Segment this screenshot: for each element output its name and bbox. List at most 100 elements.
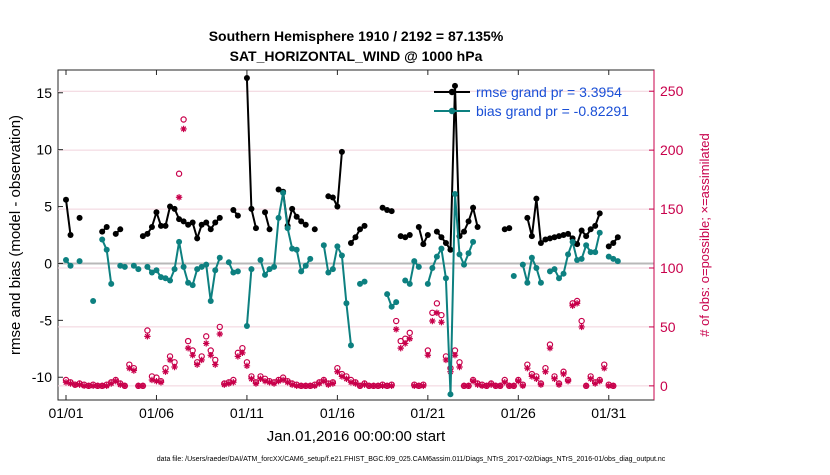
rmse-point	[379, 204, 386, 211]
rmse-point	[551, 234, 558, 241]
obs-assimilated-point	[126, 364, 133, 372]
bias-point	[67, 262, 74, 269]
obs-assimilated-point	[307, 382, 314, 390]
bias-point	[578, 255, 585, 262]
bias-point	[510, 272, 517, 279]
rmse-point	[99, 228, 106, 235]
obs-assimilated-point	[383, 382, 391, 390]
obs-assimilated-point	[533, 375, 540, 382]
obs-assimilated-point	[415, 382, 422, 390]
rmse-point	[311, 226, 318, 233]
rmse-point	[592, 222, 599, 229]
bias-point	[121, 263, 128, 270]
bias-point	[329, 266, 336, 273]
rmse-point	[176, 216, 183, 223]
obs-assimilated-point	[601, 364, 608, 372]
obs-assimilated-point	[257, 375, 264, 382]
bias-point	[203, 261, 210, 268]
obs-possible-point	[578, 317, 585, 325]
bias-point	[302, 262, 309, 269]
obs-assimilated-point	[261, 377, 269, 385]
rmse-point	[212, 219, 219, 226]
obs-assimilated-point	[243, 362, 251, 370]
obs-assimilated-point	[361, 381, 368, 388]
obs-assimilated-point	[546, 344, 554, 352]
bias-point	[587, 249, 594, 256]
y-tick-label-right: 200	[660, 142, 684, 158]
rmse-point	[565, 230, 572, 237]
obs-assimilated-point	[284, 379, 291, 386]
obs-assimilated-point	[135, 382, 142, 390]
obs-assimilated-point	[429, 317, 436, 325]
bias-point	[433, 253, 440, 260]
obs-assimilated-point	[266, 379, 273, 386]
obs-assimilated-point	[288, 381, 296, 388]
obs-assimilated-point	[230, 379, 237, 386]
rmse-point	[424, 232, 431, 238]
rmse-point	[542, 236, 549, 243]
obs-assimilated-point	[433, 309, 441, 316]
obs-assimilated-point	[311, 382, 318, 390]
obs-assimilated-point	[144, 333, 151, 340]
bias-point	[465, 250, 472, 257]
bias-point	[524, 279, 531, 286]
rmse-point	[234, 212, 241, 219]
bias-point	[533, 265, 540, 271]
rmse-point	[352, 234, 359, 241]
obs-assimilated-point	[483, 382, 490, 390]
bias-point	[424, 280, 431, 287]
obs-assimilated-point	[510, 382, 517, 390]
rmse-point	[451, 82, 458, 89]
obs-assimilated-point	[293, 382, 300, 390]
obs-assimilated-point	[374, 382, 382, 390]
rmse-line-segment	[436, 85, 479, 253]
obs-assimilated-point	[564, 377, 572, 385]
bias-point	[605, 253, 612, 260]
rmse-point	[185, 221, 192, 228]
rmse-point	[103, 224, 110, 231]
bias-point	[194, 266, 201, 273]
bias-point	[583, 242, 590, 249]
obs-assimilated-point	[98, 382, 106, 390]
obs-assimilated-point	[117, 381, 124, 388]
bias-point	[144, 263, 151, 270]
obs-assimilated-point	[94, 382, 101, 390]
rmse-point	[203, 219, 210, 226]
rmse-point	[289, 205, 296, 212]
obs-assimilated-point	[356, 382, 364, 390]
rmse-point	[63, 196, 69, 203]
obs-possible-point	[406, 329, 413, 337]
x-axis-label: Jan.01,2016 00:00:00 start	[267, 428, 446, 445]
obs-assimilated-point	[275, 377, 282, 385]
bias-point	[347, 342, 354, 349]
obs-assimilated-point	[487, 381, 495, 388]
y-tick-label-left: -10	[32, 369, 52, 385]
rmse-point	[578, 227, 585, 234]
rmse-point	[329, 194, 336, 201]
bias-point	[519, 261, 526, 268]
rmse-point	[167, 203, 174, 210]
y-tick-label-left: 5	[44, 199, 52, 215]
bias-point	[157, 274, 164, 281]
obs-possible-point	[180, 116, 187, 123]
obs-assimilated-point	[203, 340, 210, 347]
bias-point	[275, 214, 282, 221]
obs-assimilated-point	[573, 300, 581, 307]
obs-assimilated-point	[501, 379, 508, 386]
obs-assimilated-point	[347, 379, 355, 386]
rmse-point	[325, 193, 332, 200]
x-tick-label: 01/06	[139, 405, 174, 421]
bias-point	[447, 391, 454, 398]
obs-assimilated-point	[555, 381, 563, 388]
bias-point	[338, 252, 345, 259]
rmse-point	[397, 233, 404, 240]
bias-point	[185, 279, 192, 286]
bias-point	[393, 299, 400, 306]
legend-rmse-marker	[448, 88, 456, 96]
bias-point	[461, 261, 468, 268]
y-tick-label-right: 50	[660, 319, 676, 335]
obs-assimilated-point	[148, 376, 156, 384]
obs-assimilated-point	[80, 382, 88, 390]
bias-line-segment	[245, 269, 253, 327]
obs-assimilated-point	[216, 330, 223, 338]
